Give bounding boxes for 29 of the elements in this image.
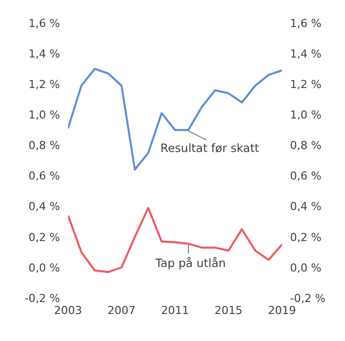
series-label: Tap på utlån bbox=[154, 256, 226, 270]
line-series bbox=[68, 206, 282, 274]
y-tick-label: -0,2 % bbox=[24, 292, 60, 305]
y-tick-label: 0,6 % bbox=[28, 170, 60, 183]
series-label: Resultat før skatt bbox=[160, 140, 260, 155]
y2-tick-label: 0,8 % bbox=[290, 139, 322, 152]
y2-tick-label: -0,2 % bbox=[290, 292, 326, 305]
y-tick-label: 1,0 % bbox=[28, 108, 60, 122]
x-tick-label: 2011 bbox=[161, 304, 189, 317]
x-tick-label: 2007 bbox=[108, 304, 136, 317]
y-tick-label: 1,6 % bbox=[28, 16, 60, 30]
y2-tick-label: 0,4 % bbox=[290, 200, 322, 214]
y2-tick-label: 0,0 % bbox=[290, 261, 322, 274]
x-tick-label: 2019 bbox=[268, 304, 296, 317]
y2-tick-label: 0,6 % bbox=[290, 170, 322, 183]
y-tick-label: 0,4 % bbox=[28, 200, 60, 214]
y-tick-label: 1,2 % bbox=[28, 78, 60, 92]
y2-tick-label: 1,2 % bbox=[290, 78, 322, 92]
y2-tick-label: 1,0 % bbox=[290, 108, 322, 122]
y-tick-label: 1,4 % bbox=[28, 47, 60, 60]
y2-tick-label: 0,2 % bbox=[290, 230, 322, 244]
y2-tick-label: 1,6 % bbox=[290, 16, 322, 30]
y-tick-label: 0,8 % bbox=[28, 139, 60, 152]
y-tick-label: 0,2 % bbox=[28, 230, 60, 244]
y2-tick-label: 1,4 % bbox=[290, 47, 322, 60]
y-tick-label: 0,0 % bbox=[28, 261, 60, 274]
line-series bbox=[68, 68, 282, 171]
x-tick-label: 2015 bbox=[214, 304, 242, 317]
x-tick-label: 2003 bbox=[54, 304, 82, 317]
